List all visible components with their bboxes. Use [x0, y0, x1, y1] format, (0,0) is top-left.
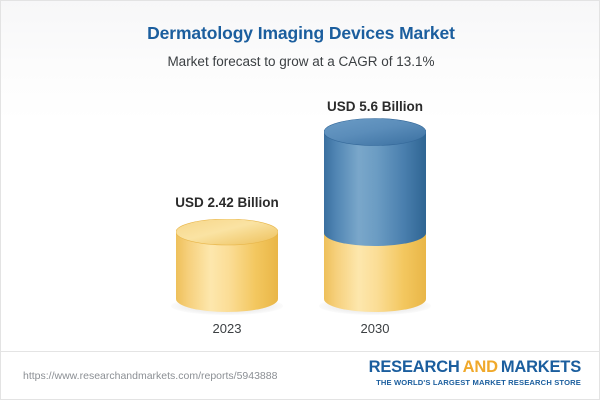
category-label-2023: 2023 [212, 321, 242, 336]
category-label-2030: 2030 [360, 321, 390, 336]
bar-cylinder-2023 [176, 219, 278, 312]
logo-tagline: THE WORLD'S LARGEST MARKET RESEARCH STOR… [376, 378, 581, 388]
report-url[interactable]: https://www.researchandmarkets.com/repor… [23, 370, 278, 382]
logo-word-research: RESEARCH [368, 358, 460, 376]
page-subtitle: Market forecast to grow at a CAGR of 13.… [167, 54, 435, 69]
research-and-markets-logo[interactable]: RESEARCH AND MARKETS THE WORLD'S LARGEST M… [368, 358, 582, 388]
logo-word-and: AND [462, 358, 498, 376]
bar-chart: USD 2.42 Billion [1, 1, 599, 349]
bar-value-label-2030: USD 5.6 Billion [326, 99, 424, 114]
bar-cylinder-2030 [324, 118, 426, 312]
footer-divider [1, 351, 599, 352]
logo-word-markets: MARKETS [500, 358, 581, 376]
page-title: Dermatology Imaging Devices Market [147, 23, 455, 43]
bar-value-label-2023: USD 2.42 Billion [175, 195, 279, 210]
logo-wordmark: RESEARCH AND MARKETS [368, 358, 582, 376]
